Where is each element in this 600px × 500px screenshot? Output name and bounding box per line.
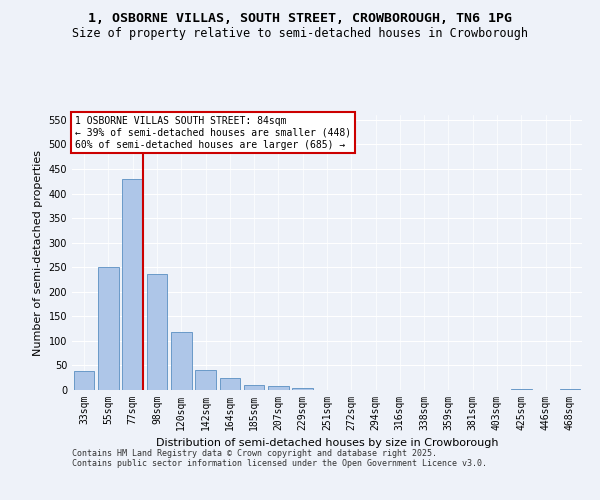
Text: Size of property relative to semi-detached houses in Crowborough: Size of property relative to semi-detach… [72, 28, 528, 40]
Bar [292, 388, 313, 390]
Text: Contains public sector information licensed under the Open Government Licence v3: Contains public sector information licen… [72, 458, 487, 468]
Bar [511, 389, 532, 390]
Bar [171, 332, 191, 390]
Bar [560, 389, 580, 390]
Text: 1, OSBORNE VILLAS, SOUTH STREET, CROWBOROUGH, TN6 1PG: 1, OSBORNE VILLAS, SOUTH STREET, CROWBOR… [88, 12, 512, 26]
Bar [146, 274, 167, 390]
Bar [195, 370, 216, 390]
Bar [220, 378, 240, 390]
Bar [98, 267, 119, 390]
Bar [244, 385, 265, 390]
Bar [74, 372, 94, 390]
Text: 1 OSBORNE VILLAS SOUTH STREET: 84sqm
← 39% of semi-detached houses are smaller (: 1 OSBORNE VILLAS SOUTH STREET: 84sqm ← 3… [74, 116, 350, 150]
Bar [122, 179, 143, 390]
X-axis label: Distribution of semi-detached houses by size in Crowborough: Distribution of semi-detached houses by … [156, 438, 498, 448]
Bar [268, 386, 289, 390]
Text: Contains HM Land Registry data © Crown copyright and database right 2025.: Contains HM Land Registry data © Crown c… [72, 448, 437, 458]
Y-axis label: Number of semi-detached properties: Number of semi-detached properties [33, 150, 43, 356]
